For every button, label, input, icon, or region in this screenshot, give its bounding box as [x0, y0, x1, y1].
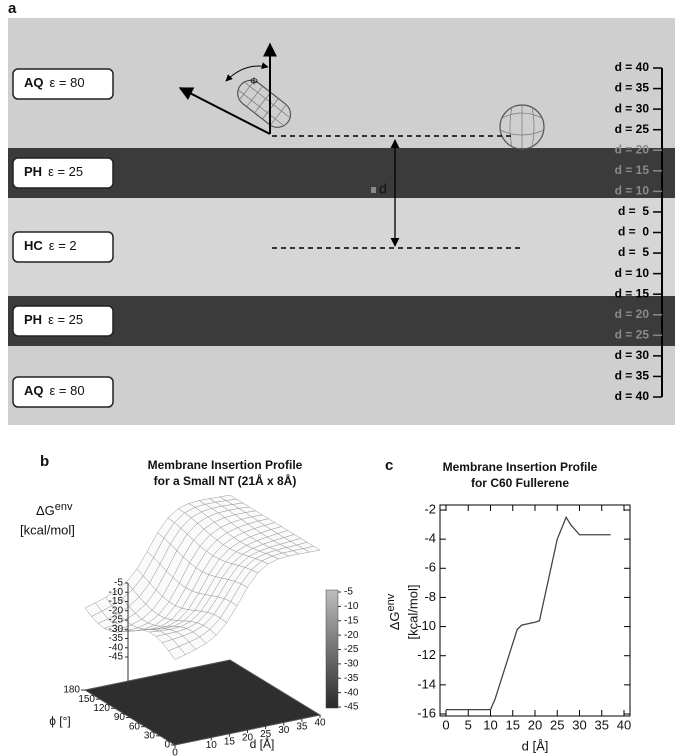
layer-permittivity: ε = 80 — [50, 383, 85, 398]
scale-label: d = 25 — [615, 122, 650, 136]
layer-permittivity: ε = 80 — [50, 75, 85, 90]
y-tick-label: -2 — [424, 501, 436, 516]
z-label: ΔGenv — [36, 501, 73, 519]
scale-label: d = 35 — [615, 369, 650, 383]
y-tick-label: -12 — [417, 647, 436, 662]
colorbar-tick-label: -40 — [344, 687, 359, 698]
z-label-sup: env — [55, 501, 73, 513]
scale-label: d = 40 — [615, 389, 650, 403]
panel-label: b — [40, 453, 49, 470]
scale-label: d = 30 — [615, 348, 650, 362]
y-tick-label: 0 — [164, 740, 170, 751]
chart-title: for a Small NT (21Å x 8Å) — [154, 473, 297, 488]
layer-permittivity: ε = 25 — [48, 164, 83, 179]
surface-chart: b Membrane Insertion Profile for a Small… — [20, 453, 359, 756]
z-label-main: ΔG — [36, 503, 55, 518]
plot-frame — [440, 505, 630, 716]
y-label-main: ΔG — [387, 611, 402, 630]
layer-name: AQ — [24, 383, 44, 398]
x-tick-label: 0 — [442, 717, 449, 732]
x-tick-label: 35 — [595, 717, 609, 732]
x-tick-label: 40 — [617, 717, 631, 732]
scale-label: d = 5 — [618, 204, 649, 218]
scale-label: d = 10 — [615, 184, 650, 198]
scale-label: d = 40 — [615, 60, 650, 74]
scale-label: d = 5 — [618, 245, 649, 259]
chart-title: Membrane Insertion Profile — [443, 460, 598, 474]
y-tick-label: -8 — [424, 589, 436, 604]
y-label: ϕ [°] — [49, 714, 71, 728]
chart-title: for C60 Fullerene — [471, 476, 569, 490]
y-tick-label: 90 — [114, 712, 126, 723]
figure: a AQ ε = 80 PH ε = 25 HC ε = 2 PH ε = 25 AQ ε = 8… — [0, 0, 683, 756]
x-tick-label: 0 — [172, 748, 178, 756]
scale-label: d = 35 — [615, 81, 650, 95]
y-tick-label: -16 — [417, 705, 436, 720]
y-tick-label: 30 — [144, 730, 156, 741]
y-tick-label: 60 — [129, 721, 141, 732]
colorbar-tick-label: -15 — [344, 615, 359, 626]
panel-label: a — [8, 0, 17, 17]
scale-label: d = 15 — [615, 286, 650, 300]
x-tick-label: 15 — [506, 717, 520, 732]
scale-label: d = 0 — [618, 225, 649, 239]
layer-name: HC — [24, 238, 43, 253]
x-label: d [Å] — [522, 738, 549, 753]
layer-label: HC ε = 2 — [24, 238, 77, 253]
y-tick-label: 120 — [93, 703, 110, 714]
colorbar-tick-label: -20 — [344, 630, 359, 641]
scale-label: d = 20 — [615, 307, 650, 321]
x-label: d [Å] — [250, 736, 275, 751]
scale-label: d = 20 — [615, 142, 650, 156]
layer-name: AQ — [24, 75, 44, 90]
x-tick-label: 40 — [314, 718, 326, 729]
y-label-sup: env — [385, 593, 397, 611]
x-tick-label: 5 — [465, 717, 472, 732]
colorbar-tick-label: -10 — [344, 601, 359, 612]
layer-label: AQ ε = 80 — [24, 383, 85, 398]
colorbar-tick-label: -45 — [344, 702, 359, 713]
x-tick-label: 20 — [528, 717, 542, 732]
panel-label: c — [385, 457, 393, 474]
x-tick-label: 35 — [296, 721, 308, 732]
layer-label: AQ ε = 80 — [24, 75, 85, 90]
distance-label: d — [379, 181, 387, 197]
y-tick-label: -14 — [417, 676, 436, 691]
scale-label: d = 25 — [615, 327, 650, 341]
colorbar-tick-label: -30 — [344, 659, 359, 670]
x-tick-label: 30 — [572, 717, 586, 732]
marker — [371, 187, 376, 193]
z-label-unit: [kcal/mol] — [20, 522, 75, 537]
colorbar — [326, 590, 338, 708]
line-chart: c Membrane Insertion Profile for C60 Ful… — [385, 457, 631, 753]
scale-label: d = 30 — [615, 101, 650, 115]
y-tick-label: -4 — [424, 531, 436, 546]
x-tick-label: 10 — [483, 717, 497, 732]
layer-label: PH ε = 25 — [24, 164, 83, 179]
layer-name: PH — [24, 164, 42, 179]
x-tick-label: 25 — [550, 717, 564, 732]
z-tick-label: -45 — [109, 652, 124, 663]
data-line — [446, 517, 611, 709]
layer-name: PH — [24, 312, 42, 327]
scale-label: d = 15 — [615, 163, 650, 177]
layer-label: PH ε = 25 — [24, 312, 83, 327]
angle-label: Φ — [250, 77, 258, 88]
scale-label: d = 10 — [615, 266, 650, 280]
x-tick-label: 15 — [224, 736, 236, 747]
chart-title: Membrane Insertion Profile — [148, 458, 303, 472]
colorbar-tick-label: -35 — [344, 673, 359, 684]
layer-permittivity: ε = 2 — [49, 238, 77, 253]
y-tick-label: -6 — [424, 560, 436, 575]
x-tick-label: 30 — [278, 725, 290, 736]
colorbar-tick-label: -5 — [344, 587, 353, 598]
colorbar-tick-label: -25 — [344, 644, 359, 655]
y-label: ΔGenv — [385, 593, 403, 630]
layer-permittivity: ε = 25 — [48, 312, 83, 327]
x-tick-label: 10 — [206, 740, 218, 751]
y-tick-label: -10 — [417, 618, 436, 633]
